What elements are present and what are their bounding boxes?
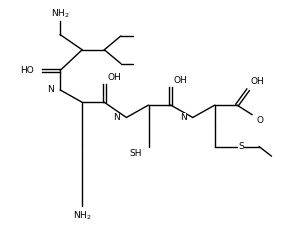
Text: N: N: [180, 113, 187, 122]
Text: NH$_2$: NH$_2$: [73, 209, 92, 222]
Text: N: N: [47, 85, 54, 94]
Text: O: O: [256, 116, 263, 125]
Text: NH$_2$: NH$_2$: [51, 8, 69, 20]
Text: SH: SH: [129, 149, 142, 158]
Text: N: N: [114, 113, 120, 122]
Text: OH: OH: [251, 77, 265, 86]
Text: S: S: [238, 142, 244, 151]
Text: OH: OH: [107, 73, 121, 82]
Text: HO: HO: [20, 66, 34, 75]
Text: OH: OH: [173, 76, 187, 85]
